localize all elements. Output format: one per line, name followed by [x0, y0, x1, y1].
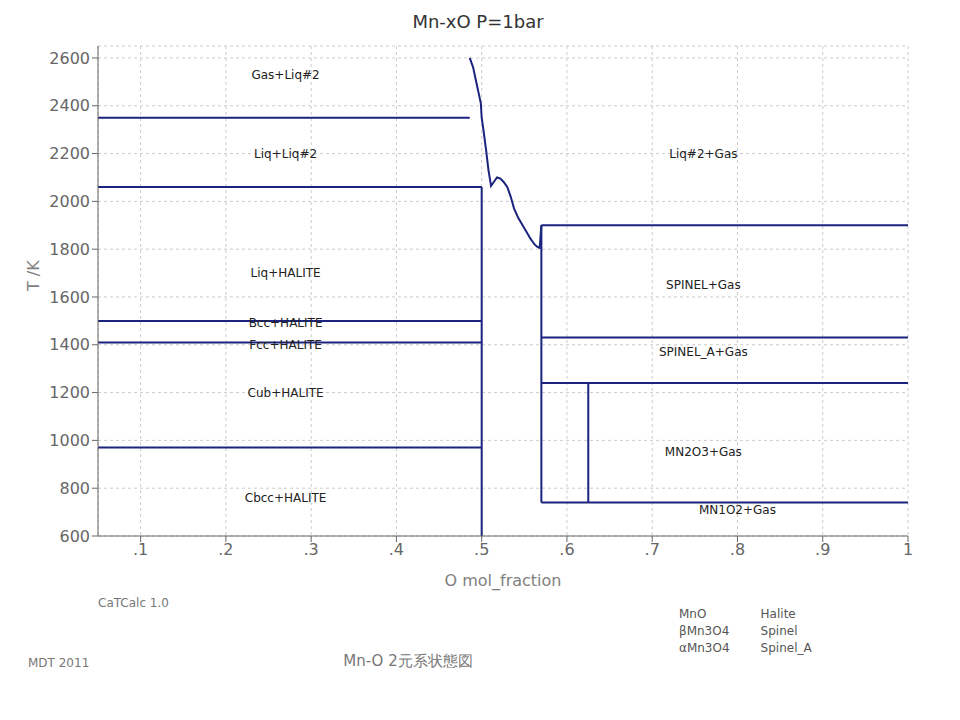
svg-text:.4: .4	[389, 540, 404, 559]
svg-text:.1: .1	[133, 540, 148, 559]
svg-text:2600: 2600	[49, 49, 90, 68]
svg-text:1: 1	[903, 540, 913, 559]
svg-text:800: 800	[59, 479, 90, 498]
html-text:Halite: Halite	[760, 607, 796, 621]
svg-text:1400: 1400	[49, 335, 90, 354]
svg-text:.6: .6	[559, 540, 574, 559]
svg-text:Liq+HALITE: Liq+HALITE	[251, 266, 321, 280]
svg-text:T /K: T /K	[24, 260, 43, 292]
svg-text:Liq#2+Gas: Liq#2+Gas	[669, 147, 737, 161]
svg-text:.2: .2	[218, 540, 233, 559]
svg-text:2400: 2400	[49, 96, 90, 115]
html-text:αMn3O4: αMn3O4	[679, 641, 730, 655]
html-text:MnO: MnO	[679, 607, 707, 621]
svg-text:Bcc+HALITE: Bcc+HALITE	[249, 316, 323, 330]
svg-text:600: 600	[59, 527, 90, 546]
svg-text:.3: .3	[304, 540, 319, 559]
svg-text:SPINEL_A+Gas: SPINEL_A+Gas	[659, 345, 748, 359]
html-text:Mn-xO P=1bar: Mn-xO P=1bar	[412, 11, 544, 32]
svg-text:MN1O2+Gas: MN1O2+Gas	[699, 503, 776, 517]
svg-text:1800: 1800	[49, 240, 90, 259]
svg-text:Gas+Liq#2: Gas+Liq#2	[251, 68, 319, 82]
svg-text:MN2O3+Gas: MN2O3+Gas	[665, 445, 742, 459]
svg-text:Cbcc+HALITE: Cbcc+HALITE	[245, 491, 327, 505]
html-text:CaTCalc 1.0: CaTCalc 1.0	[98, 596, 169, 610]
svg-text:Fcc+HALITE: Fcc+HALITE	[249, 338, 322, 352]
html-text:MDT 2011: MDT 2011	[28, 656, 90, 670]
svg-text:1000: 1000	[49, 431, 90, 450]
svg-text:2000: 2000	[49, 192, 90, 211]
svg-text:Cub+HALITE: Cub+HALITE	[248, 386, 324, 400]
svg-text:Liq+Liq#2: Liq+Liq#2	[254, 147, 317, 161]
svg-text:1200: 1200	[49, 383, 90, 402]
svg-text:1600: 1600	[49, 288, 90, 307]
svg-text:.7: .7	[645, 540, 660, 559]
svg-text:O mol_fraction: O mol_fraction	[445, 571, 562, 591]
html-text:βMn3O4: βMn3O4	[679, 624, 730, 638]
svg-text:.9: .9	[815, 540, 830, 559]
html-text:Spinel_A: Spinel_A	[760, 641, 812, 655]
html-text:Spinel: Spinel	[760, 624, 798, 638]
svg-text:.8: .8	[730, 540, 745, 559]
svg-text:.5: .5	[474, 540, 489, 559]
svg-text:SPINEL+Gas: SPINEL+Gas	[666, 278, 741, 292]
html-text:Mn-O 2元系状態図: Mn-O 2元系状態図	[343, 652, 473, 670]
svg-text:2200: 2200	[49, 144, 90, 163]
